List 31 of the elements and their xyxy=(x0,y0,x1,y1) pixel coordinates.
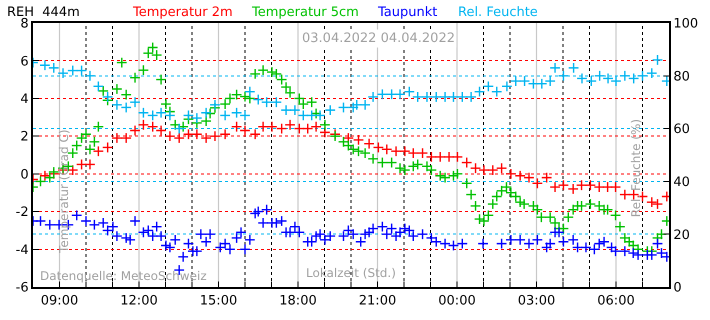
y-tick-label: 2 xyxy=(20,130,29,145)
y2-tick-label: 80 xyxy=(673,69,690,84)
x-tick-label: 00:00 xyxy=(438,293,476,308)
y-axis-title: Temperatur (Grad C) xyxy=(57,129,72,254)
annotation: Datenquelle: MeteoSchweiz xyxy=(40,269,207,283)
x-axis-title: Lokalzeit (Std.) xyxy=(306,266,396,280)
y2-tick-label: 100 xyxy=(673,16,698,32)
y-tick-label: -2 xyxy=(16,205,29,220)
x-tick-label: 06:00 xyxy=(597,293,635,308)
x-tick-label: 12:00 xyxy=(120,293,158,308)
text: Temperatur 5cm xyxy=(251,5,359,20)
y2-tick-label: 40 xyxy=(673,174,690,190)
y-tick-label: 6 xyxy=(20,54,29,70)
y-tick-label: -4 xyxy=(16,242,29,258)
text: Taupunkt xyxy=(377,5,438,20)
text: Rel. Feuchte xyxy=(458,5,538,20)
y2-axis-title: Rel. Feuchte (%) xyxy=(628,118,643,218)
y2-tick-label: 20 xyxy=(673,228,690,243)
y-tick-label: -6 xyxy=(16,280,29,296)
y-tick-label: 8 xyxy=(20,16,29,32)
y2-tick-label: 60 xyxy=(673,122,690,138)
y2-tick-label: 0 xyxy=(673,280,682,296)
x-tick-label: 18:00 xyxy=(279,293,317,308)
annotation: 03.04.2022 04.04.2022 xyxy=(302,31,455,46)
text: Temperatur 2m xyxy=(132,5,233,20)
x-tick-label: 15:00 xyxy=(200,293,238,308)
x-tick-label: 21:00 xyxy=(358,293,396,308)
y-tick-label: 0 xyxy=(20,167,29,182)
x-tick-label: 03:00 xyxy=(518,293,556,308)
y-tick-label: 4 xyxy=(20,92,29,107)
x-tick-label: 09:00 xyxy=(40,293,78,308)
